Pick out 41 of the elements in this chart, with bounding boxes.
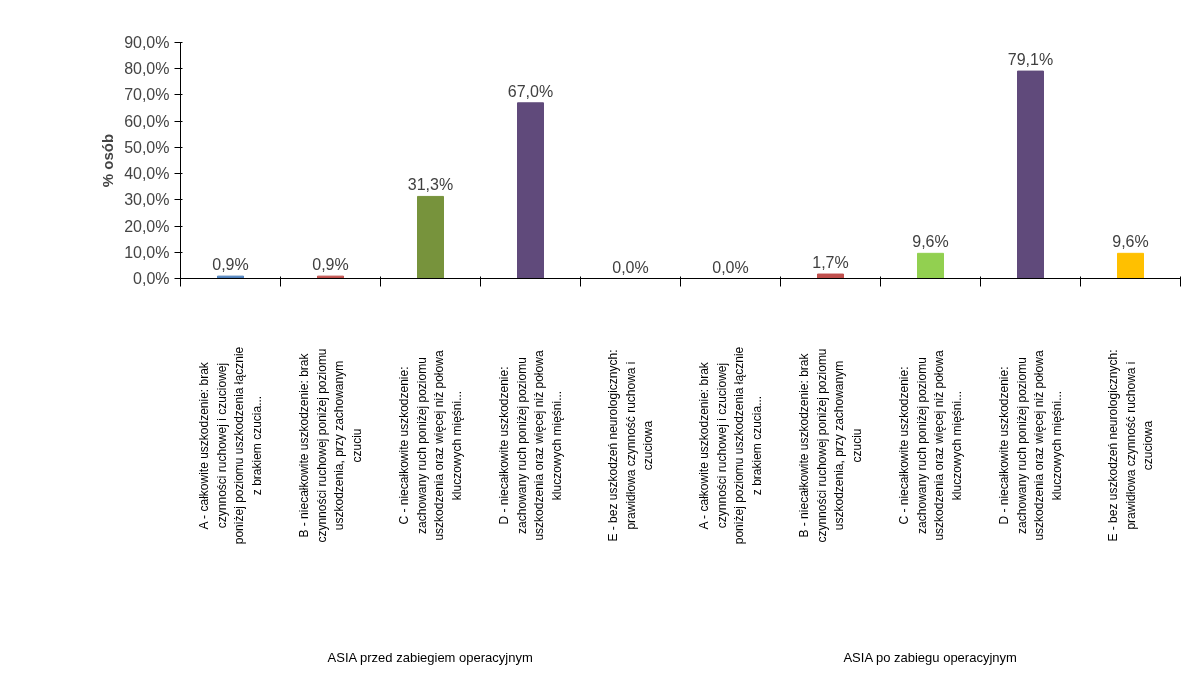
data-label: 0,9% (212, 256, 249, 274)
y-tick-label: 80,0% (124, 60, 170, 78)
data-label: 31,3% (407, 176, 454, 194)
data-label: 0,9% (312, 256, 349, 274)
x-tick-label: E - bez uszkodzeń neurologicznych: prawidłowa czynność ruchowa i czuciowa (606, 349, 655, 542)
bar (1017, 70, 1044, 279)
x-tick-label: E - bez uszkodzeń neurologicznych: prawidłowa czynność ruchowa i czuciowa (1106, 349, 1155, 542)
x-tick-label: C - niecałkowite uszkodzenie: zachowany ruch poniżej poziomu uszkodzenia oraz więcej niż połowa kluczowych mięśni... (397, 350, 464, 541)
bar (417, 195, 444, 279)
x-tick-label: D - niecałkowite uszkodzenie: zachowany ruch poniżej poziomu uszkodzenia oraz więcej niż połowa kluczowych mięśni... (997, 350, 1064, 541)
text: ASIA przed zabiegiem operacyjnym (327, 650, 533, 665)
y-axis-title: % osób (99, 133, 117, 188)
bar (817, 273, 844, 279)
y-tick-label: 70,0% (124, 86, 170, 104)
y-tick-label: 90,0% (124, 34, 170, 51)
bar (1117, 252, 1144, 279)
text: ASIA po zabiegu operacyjnym (843, 650, 1017, 665)
y-tick-label: 30,0% (124, 191, 170, 209)
data-label: 1,7% (812, 254, 849, 272)
y-tick-label: 20,0% (124, 217, 170, 235)
data-label: 0,0% (612, 258, 649, 276)
data-label: 9,6% (912, 233, 949, 251)
x-tick-label: B - niecałkowite uszkodzenie: brak czynności ruchowej poniżej poziomu uszkodzenia, przy zachowanym czuciu (297, 348, 364, 543)
x-tick-label: B - niecałkowite uszkodzenie: brak czynności ruchowej poniżej poziomu uszkodzenia, przy zachowanym czuciu (797, 348, 864, 543)
y-tick-label: 50,0% (124, 138, 170, 156)
x-tick-label: A - całkowite uszkodzenie: brak czynności ruchowej i czuciowej poniżej poziomu uszkodzenia łącznie z brakiem czucia... (697, 346, 764, 545)
x-tick-label: C - niecałkowite uszkodzenie: zachowany ruch poniżej poziomu uszkodzenia oraz więcej niż połowa kluczowych mięśni... (897, 350, 964, 541)
data-label: 67,0% (507, 82, 554, 100)
x-tick-label: D - niecałkowite uszkodzenie: zachowany ruch poniżej poziomu uszkodzenia oraz więcej niż połowa kluczowych mięśni... (497, 350, 564, 541)
bar (917, 252, 944, 279)
bar (517, 102, 544, 279)
y-tick-label: 10,0% (124, 243, 170, 261)
data-label: 9,6% (1112, 233, 1149, 251)
bar (317, 275, 344, 279)
y-tick-label: 0,0% (133, 270, 170, 287)
bar (217, 275, 244, 279)
data-label: 79,1% (1007, 51, 1054, 69)
x-tick-label: A - całkowite uszkodzenie: brak czynności ruchowej i czuciowej poniżej poziomu uszkodzenia łącznie z brakiem czucia... (197, 346, 264, 545)
y-tick-label: 60,0% (124, 112, 170, 130)
data-label: 0,0% (712, 258, 749, 276)
y-tick-label: 40,0% (124, 165, 170, 183)
